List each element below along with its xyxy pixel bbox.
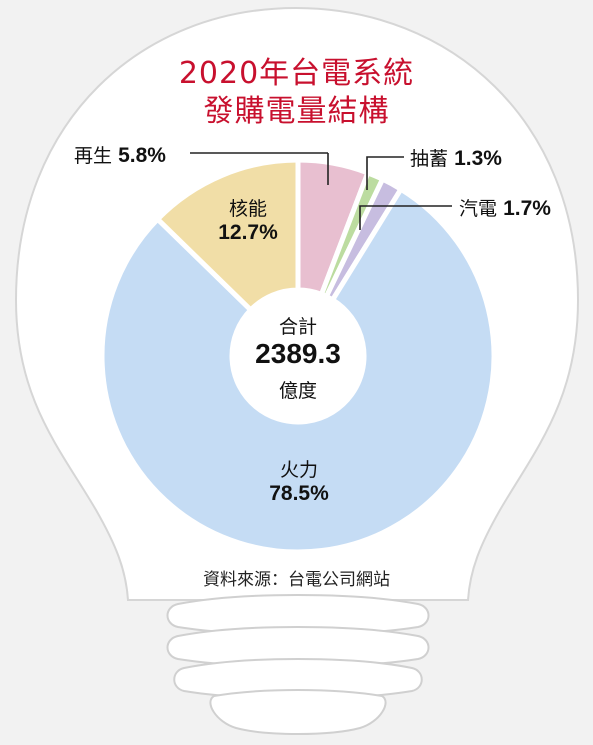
pie-chart	[99, 157, 497, 555]
bulb-base	[166, 594, 430, 735]
slice-value: 5.8%	[118, 144, 166, 167]
slice-label-pumped-storage: 抽蓄 1.3%	[410, 144, 502, 171]
pie-slice-nuclear	[154, 157, 301, 314]
slice-name: 再生	[74, 145, 113, 167]
slice-label-renewable: 再生 5.8%	[74, 141, 166, 168]
chart-title-line1: 2020年台電系統	[178, 56, 415, 91]
slice-label-thermal: 火力 78.5%	[264, 455, 334, 506]
slice-name: 抽蓄	[410, 148, 449, 170]
slice-value: 12.7%	[218, 221, 278, 244]
chart-title-line2: 發購電量結構	[203, 94, 390, 129]
slice-value: 1.7%	[503, 197, 551, 220]
pie-slice-thermal	[99, 185, 497, 555]
slice-name: 火力	[279, 459, 318, 481]
slice-value: 78.5%	[269, 482, 329, 505]
source-note: 資料來源：台電公司網站	[203, 570, 390, 590]
slice-name: 汽電	[459, 198, 498, 220]
leader-line-pumped	[366, 156, 404, 190]
center-total-value: 2389.3	[255, 338, 341, 369]
center-label: 合計	[278, 316, 317, 338]
leader-line-cogen	[359, 205, 452, 230]
slice-label-cogeneration: 汽電 1.7%	[459, 194, 551, 221]
slice-name: 核能	[228, 198, 267, 220]
leader-lines	[190, 152, 452, 230]
slice-value: 1.3%	[454, 147, 502, 170]
slice-label-nuclear: 核能 12.7%	[218, 194, 278, 245]
center-unit: 億度	[278, 380, 317, 402]
